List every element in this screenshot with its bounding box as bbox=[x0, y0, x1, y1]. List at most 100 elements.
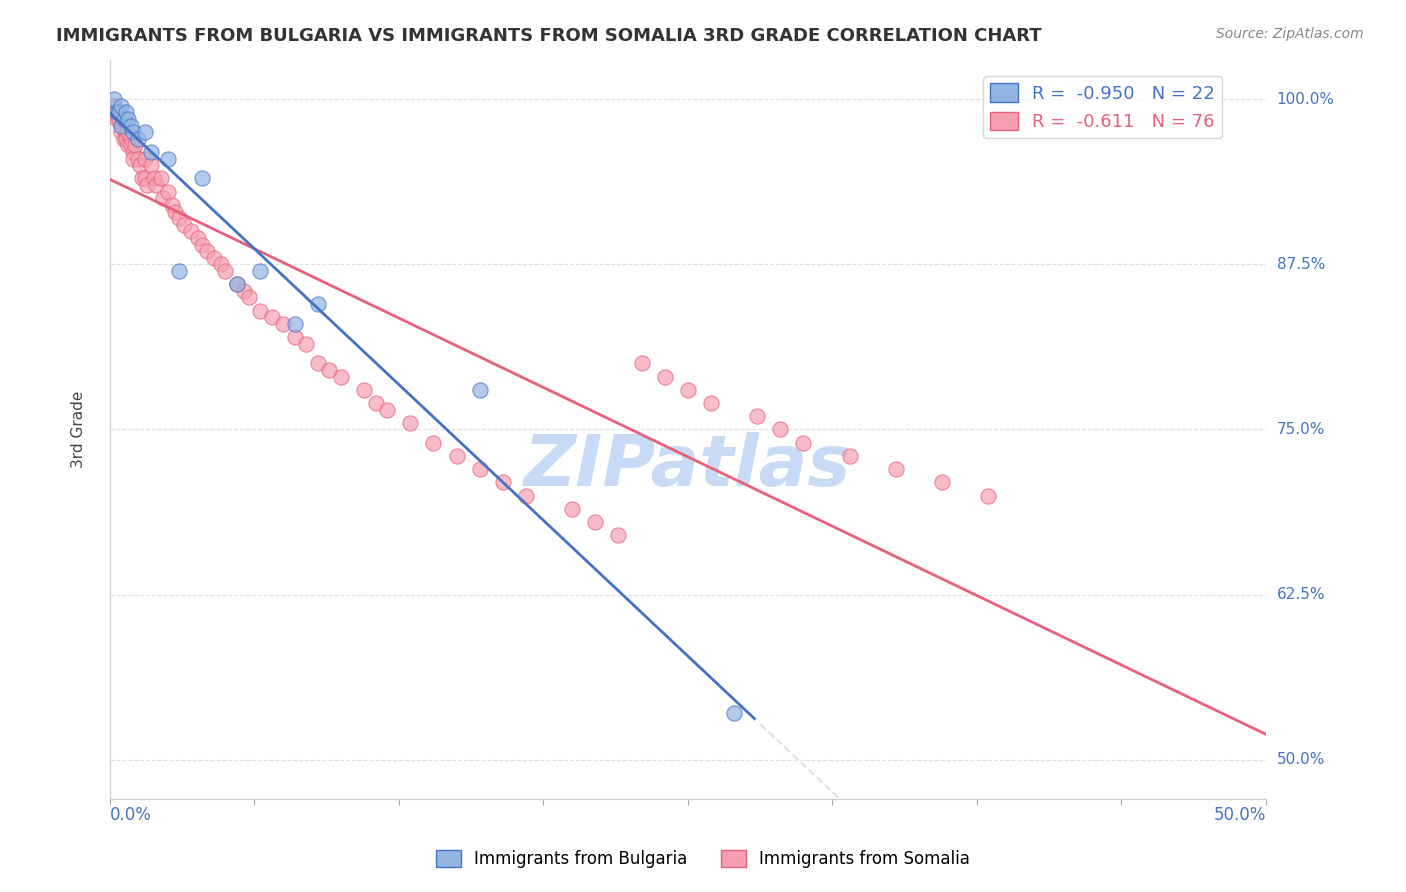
Point bbox=[191, 171, 214, 186]
Point bbox=[260, 310, 283, 325]
Point bbox=[399, 416, 422, 430]
Point bbox=[103, 92, 125, 106]
Point bbox=[364, 396, 387, 410]
Point bbox=[353, 383, 375, 397]
Y-axis label: 3rd Grade: 3rd Grade bbox=[72, 391, 86, 468]
Point bbox=[105, 105, 128, 120]
Point bbox=[492, 475, 515, 490]
Point bbox=[120, 119, 142, 133]
Text: 50.0%: 50.0% bbox=[1213, 806, 1265, 824]
Point bbox=[561, 501, 583, 516]
Point bbox=[838, 449, 860, 463]
Point bbox=[238, 290, 260, 304]
Point bbox=[931, 475, 953, 490]
Point bbox=[101, 105, 124, 120]
Point bbox=[163, 204, 186, 219]
Point bbox=[122, 145, 145, 159]
Point bbox=[156, 152, 179, 166]
Point bbox=[134, 125, 156, 139]
Point bbox=[108, 105, 131, 120]
Point bbox=[422, 435, 444, 450]
Point bbox=[607, 528, 630, 542]
Point bbox=[307, 297, 329, 311]
Point bbox=[167, 264, 190, 278]
Point bbox=[105, 105, 128, 120]
Text: IMMIGRANTS FROM BULGARIA VS IMMIGRANTS FROM SOMALIA 3RD GRADE CORRELATION CHART: IMMIGRANTS FROM BULGARIA VS IMMIGRANTS F… bbox=[56, 27, 1042, 45]
Point bbox=[468, 383, 491, 397]
Point bbox=[318, 363, 340, 377]
Point bbox=[135, 178, 157, 193]
Point bbox=[214, 264, 236, 278]
Point bbox=[112, 112, 135, 126]
Point bbox=[110, 119, 132, 133]
Point bbox=[108, 105, 131, 120]
Text: 100.0%: 100.0% bbox=[1277, 92, 1334, 107]
Point bbox=[375, 402, 398, 417]
Point bbox=[142, 171, 165, 186]
Point bbox=[307, 356, 329, 370]
Point bbox=[108, 112, 131, 126]
Point bbox=[120, 138, 142, 153]
Point bbox=[110, 119, 132, 133]
Point bbox=[105, 112, 128, 126]
Point bbox=[330, 369, 353, 384]
Point bbox=[149, 171, 172, 186]
Text: 87.5%: 87.5% bbox=[1277, 257, 1324, 272]
Point bbox=[676, 383, 699, 397]
Point bbox=[122, 152, 145, 166]
Point bbox=[191, 237, 214, 252]
Point bbox=[117, 138, 139, 153]
Point bbox=[122, 125, 145, 139]
Point bbox=[110, 99, 132, 113]
Point bbox=[195, 244, 218, 259]
Point bbox=[141, 145, 163, 159]
Text: ZIPatlas: ZIPatlas bbox=[524, 432, 852, 501]
Point bbox=[446, 449, 468, 463]
Point bbox=[187, 231, 209, 245]
Point bbox=[884, 462, 907, 476]
Point bbox=[117, 112, 139, 126]
Point bbox=[129, 158, 152, 172]
Point bbox=[630, 356, 652, 370]
Point bbox=[249, 303, 271, 318]
Point bbox=[115, 125, 138, 139]
Point bbox=[226, 277, 249, 292]
Point bbox=[145, 178, 167, 193]
Point bbox=[295, 336, 318, 351]
Point bbox=[115, 105, 138, 120]
Point bbox=[226, 277, 249, 292]
Point bbox=[202, 251, 225, 265]
Point bbox=[103, 99, 125, 113]
Text: 75.0%: 75.0% bbox=[1277, 422, 1324, 437]
Text: 62.5%: 62.5% bbox=[1277, 587, 1326, 602]
Point bbox=[468, 462, 491, 476]
Point bbox=[249, 264, 271, 278]
Point bbox=[792, 435, 814, 450]
Point bbox=[209, 257, 232, 271]
Legend: Immigrants from Bulgaria, Immigrants from Somalia: Immigrants from Bulgaria, Immigrants fro… bbox=[429, 843, 977, 875]
Point bbox=[156, 185, 179, 199]
Text: Source: ZipAtlas.com: Source: ZipAtlas.com bbox=[1216, 27, 1364, 41]
Point bbox=[284, 317, 307, 331]
Point bbox=[977, 489, 1000, 503]
Point bbox=[141, 158, 163, 172]
Point bbox=[745, 409, 768, 424]
Point bbox=[700, 396, 723, 410]
Point bbox=[284, 330, 307, 344]
Legend: R =  -0.950   N = 22, R =  -0.611   N = 76: R = -0.950 N = 22, R = -0.611 N = 76 bbox=[983, 76, 1222, 138]
Point bbox=[173, 218, 195, 232]
Point bbox=[131, 171, 153, 186]
Point bbox=[654, 369, 676, 384]
Point bbox=[152, 191, 174, 205]
Text: 50.0%: 50.0% bbox=[1277, 752, 1324, 767]
Point bbox=[134, 152, 156, 166]
Point bbox=[134, 171, 156, 186]
Point bbox=[271, 317, 294, 331]
Point bbox=[112, 112, 135, 126]
Point bbox=[162, 198, 184, 212]
Point bbox=[120, 132, 142, 146]
Point bbox=[110, 125, 132, 139]
Point bbox=[127, 152, 149, 166]
Point bbox=[124, 138, 146, 153]
Point bbox=[112, 132, 135, 146]
